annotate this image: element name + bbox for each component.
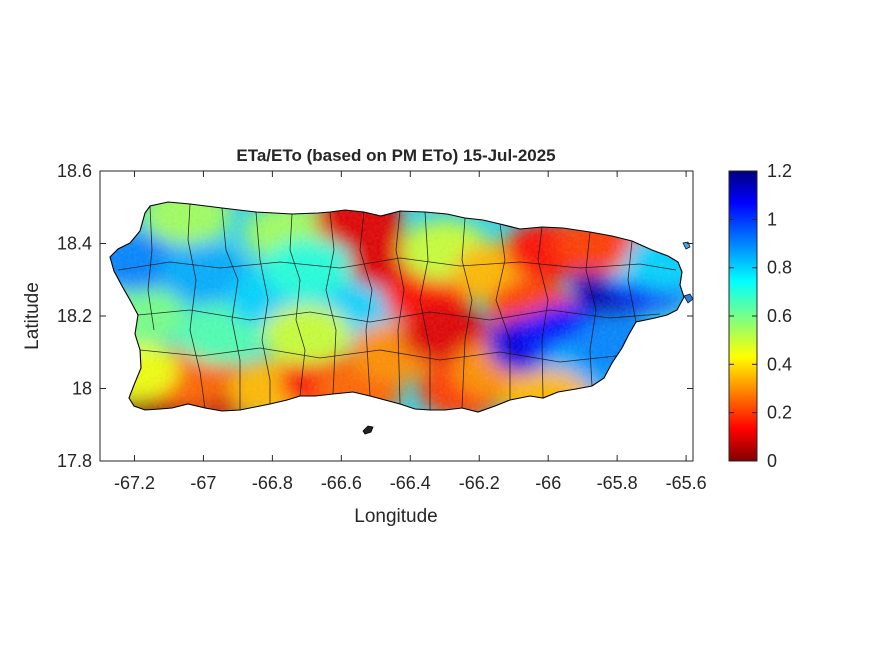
- x-tick-label: -66.6: [321, 473, 362, 493]
- municipality-boundary-9: [419, 211, 431, 410]
- colorbar-tick-label: 0.6: [767, 306, 792, 326]
- municipality-boundary-13: [585, 231, 597, 387]
- municipality-boundary-14: [627, 240, 637, 323]
- y-axis-ticks: 17.8 18 18.2 18.4 18.6: [57, 161, 693, 471]
- municipality-boundary-4: [255, 211, 271, 404]
- municipality-boundary-5: [289, 213, 306, 397]
- colorbar: 0 0.2 0.4 0.6 0.8 1 1.2: [728, 161, 792, 471]
- colorbar-tick-label: 0.2: [767, 403, 792, 423]
- municipality-boundary-8: [395, 210, 405, 405]
- municipality-boundary-2: [187, 203, 206, 409]
- x-tick-label: -67: [190, 473, 216, 493]
- x-tick-label: -66.8: [252, 473, 293, 493]
- colorbar-ticks: 0 0.2 0.4 0.6 0.8 1 1.2: [729, 161, 792, 471]
- y-tick-label: 17.8: [57, 451, 92, 471]
- x-tick-label: -66: [535, 473, 561, 493]
- municipality-boundary-17: [139, 347, 617, 363]
- x-axis-ticks: -67.2 -67 -66.8 -66.6 -66.4 -66.2 -66 -65.8 -65.…: [114, 171, 707, 493]
- map-panel: -67.2 -67 -66.8 -66.6 -66.4 -66.2 -66 -65.8 -65.…: [22, 146, 707, 527]
- y-tick-label: 18.4: [57, 234, 92, 254]
- y-tick-label: 18.2: [57, 306, 92, 326]
- x-tick-label: -67.2: [114, 473, 155, 493]
- municipality-boundary-15: [117, 257, 677, 271]
- y-tick-label: 18.6: [57, 161, 92, 181]
- y-tick-label: 18: [72, 379, 92, 399]
- municipality-boundary-10: [461, 217, 473, 409]
- vieques-fragment: [362, 425, 374, 435]
- y-axis-label: Latitude: [22, 282, 43, 350]
- x-tick-label: -66.2: [459, 473, 500, 493]
- colorbar-tick-label: 0: [767, 451, 777, 471]
- colorbar-tick-label: 1.2: [767, 161, 792, 181]
- x-axis-label: Longitude: [354, 506, 437, 527]
- municipality-boundary-3: [221, 207, 241, 410]
- municipality-boundary-1: [147, 205, 155, 331]
- x-tick-label: -66.4: [390, 473, 431, 493]
- island-outline: [109, 201, 685, 413]
- municipality-boundary-11: [495, 223, 511, 400]
- municipality-boundaries: [117, 203, 677, 410]
- municipality-boundary-16: [137, 309, 661, 323]
- x-tick-label: -65.6: [666, 473, 707, 493]
- colorbar-tick-label: 1: [767, 209, 777, 229]
- x-tick-label: -65.8: [597, 473, 638, 493]
- municipality-boundary-6: [325, 211, 337, 395]
- map-title: ETa/ETo (based on PM ETo) 15-Jul-2025: [236, 146, 555, 165]
- colorbar-tick-label: 0.4: [767, 354, 792, 374]
- colorbar-tick-label: 0.8: [767, 258, 792, 278]
